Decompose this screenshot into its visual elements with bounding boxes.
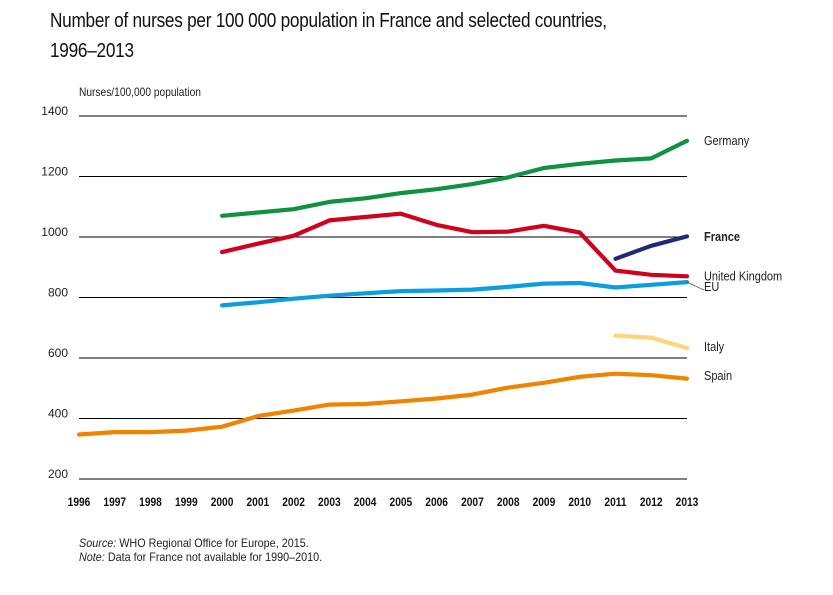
series-line-spain [76,371,690,437]
y-tick-label: 1400 [41,104,68,118]
legend-label-spain: Spain [704,370,732,384]
x-tick-label: 1997 [103,496,126,509]
legend-label-united-kingdom: United Kingdom [704,270,782,284]
x-tick-label: 2013 [676,496,699,509]
x-tick-label: 2006 [425,496,448,509]
x-tick-label: 2003 [318,496,341,509]
x-tick-label: 2009 [533,496,556,509]
chart-notes: Source: WHO Regional Office for Europe, … [79,536,322,564]
x-tick-label: 2011 [604,496,626,509]
note-label: Note: [79,550,105,564]
series-line-united-kingdom [220,211,690,279]
source-label: Source: [79,536,117,550]
y-tick-label: 200 [48,467,68,481]
x-tick-labels: 1996 1997 1998 1999 2000 2001 2002 2003 2004 2005… [68,496,699,509]
y-tick-label: 1200 [41,165,68,179]
x-tick-label: 2005 [390,496,413,509]
chart-title-line-2: 1996–2013 [50,40,134,62]
y-tick-label: 800 [48,286,68,300]
chart-title: Number of nurses per 100 000 population … [50,6,704,66]
y-axis-label: Nurses/100,000 population [79,85,201,99]
x-tick-label: 2012 [640,496,663,509]
legend-label-eu: EU [704,280,719,294]
legend-label-italy: Italy [704,340,724,354]
legend-label-france: France [704,230,740,244]
y-tick-label: 600 [48,346,68,360]
x-tick-label: 2010 [568,496,591,509]
series-line-italy [613,333,690,351]
chart-title-line-1: Number of nurses per 100 000 population … [50,10,607,32]
x-tick-label: 2004 [354,496,377,509]
note-text: Data for France not available for 1990–2… [104,550,323,564]
x-tick-label: 1996 [68,496,91,509]
y-tick-label: 400 [48,407,68,421]
y-tick-label: 1000 [41,225,68,239]
series-line-germany [220,138,690,218]
data-note: Note: Data for France not available for … [79,550,322,564]
x-tick-label: 2001 [246,496,269,509]
x-tick-label: 2007 [461,496,484,509]
legend-label-germany: Germany [704,134,749,148]
source-text: WHO Regional Office for Europe, 2015. [116,536,309,550]
x-tick-label: 2000 [211,496,234,509]
x-tick-label: 1998 [139,496,162,509]
series-line-france [613,234,690,261]
x-tick-label: 2008 [497,496,520,509]
x-tick-label: 2002 [282,496,305,509]
x-tick-label: 1999 [175,496,198,509]
series-lines [76,138,690,437]
source-note: Source: WHO Regional Office for Europe, … [79,536,322,550]
y-tick-labels: 1400 1200 1000 800 600 400 200 [41,104,68,481]
series-line-eu [220,280,690,308]
gridlines [79,115,687,480]
eu-leader-line [686,281,705,291]
